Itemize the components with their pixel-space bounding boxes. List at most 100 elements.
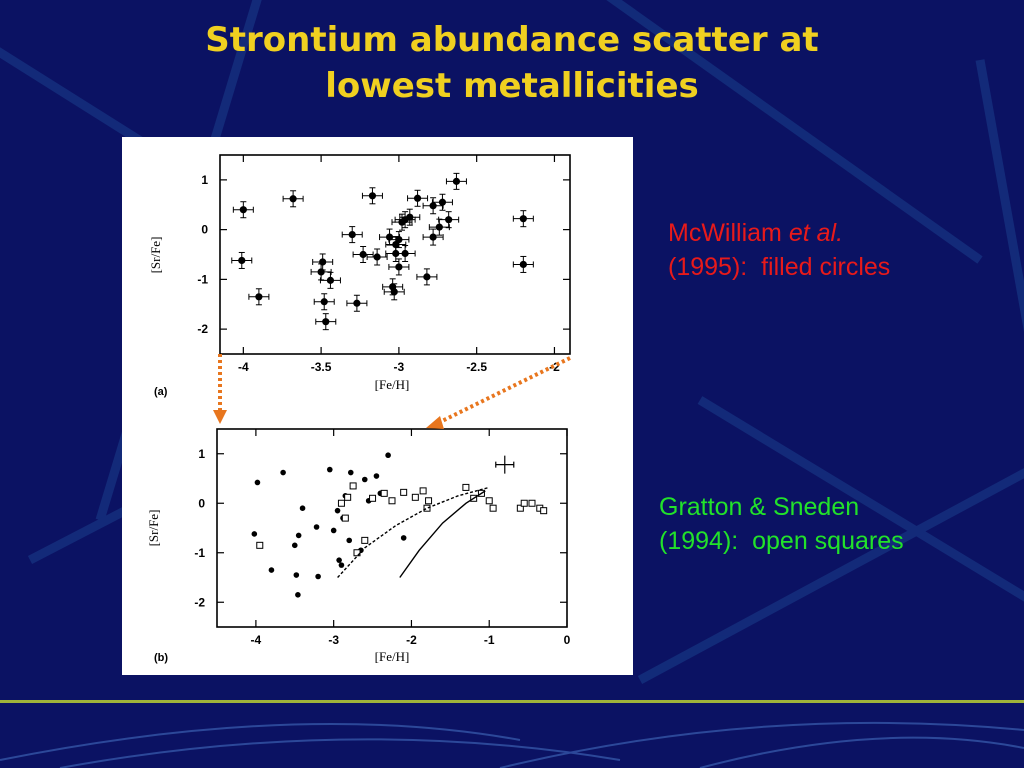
data-point-open-square (489, 504, 497, 512)
x-tick-label: -2 (549, 360, 560, 374)
data-point-filled-circle (255, 293, 263, 301)
y-axis-label: [Sr/Fe] (146, 510, 161, 547)
data-point-filled-circle (438, 198, 447, 206)
plot-frame (216, 428, 568, 628)
slide-title-line-1: Strontium abundance scatter at (205, 20, 819, 60)
bottom-bar (0, 700, 1024, 703)
data-point-open-square (462, 483, 470, 491)
data-point-filled-circle (238, 256, 246, 265)
data-point-filled-circle (254, 479, 261, 486)
data-point-filled-circle (289, 195, 297, 203)
data-point-open-square (341, 514, 349, 522)
data-point-filled-circle (395, 235, 403, 244)
data-point-filled-circle (326, 276, 335, 284)
x-tick-label: -4 (251, 633, 262, 647)
data-point-filled-circle (317, 268, 325, 276)
x-axis-label: [Fe/H] (375, 377, 410, 392)
data-point-filled-circle (320, 298, 328, 306)
bottom-swooshes (0, 721, 1024, 768)
data-point-filled-circle (293, 572, 300, 578)
data-point-filled-circle (319, 258, 327, 266)
y-tick-label: -1 (194, 546, 205, 560)
figure-panel: -4 -3.5 -3 -2.5 -2 1 0 -1 -2 [Sr/Fe] [Fe/H] (a) -4 -3… (122, 137, 633, 675)
data-point-filled-circle (239, 206, 247, 214)
data-point-open-square (388, 497, 396, 505)
data-point-open-square (423, 504, 431, 512)
annotation-mcwilliam-line-2: (1995): filled circles (668, 253, 891, 281)
data-point-open-square (349, 482, 357, 490)
data-point-filled-circle (334, 507, 341, 514)
data-point-filled-circle (401, 249, 409, 258)
chart-panel-b: -4 -3 -2 -1 0 1 0 -1 -2 [Sr/Fe] [Fe/H] (b) (146, 428, 571, 664)
y-tick-label: -2 (197, 322, 208, 336)
data-point-open-square (344, 493, 352, 501)
data-point-filled-circle (385, 452, 391, 459)
x-axis-label: [Fe/H] (375, 649, 410, 664)
data-point-open-square (485, 497, 493, 505)
data-point-filled-circle (330, 527, 337, 534)
data-point-filled-circle (347, 469, 354, 476)
data-point-filled-circle (326, 466, 333, 473)
data-point-filled-circle (353, 299, 361, 307)
data-point-filled-circle (373, 473, 380, 479)
x-tick-label: -3.5 (311, 360, 332, 374)
annotation-mcwilliam-author: McWilliam (668, 219, 789, 247)
data-point-filled-circle (295, 532, 302, 539)
slide-title-line-2: lowest metallicities (325, 66, 699, 106)
x-tick-label: 0 (564, 633, 571, 647)
data-point-filled-circle (406, 213, 414, 221)
data-point-filled-circle (280, 469, 286, 476)
data-point-filled-circle (338, 562, 345, 568)
data-point-open-square (256, 541, 264, 549)
data-point-filled-circle (400, 535, 407, 541)
data-point-filled-circle (361, 476, 368, 483)
annotation-gratton-line-2: (1994): open squares (659, 527, 904, 555)
data-point-open-square (419, 487, 427, 495)
data-point-open-square (425, 497, 433, 505)
figure-svg: -4 -3.5 -3 -2.5 -2 1 0 -1 -2 [Sr/Fe] [Fe/H] (a) -4 -3… (146, 154, 571, 664)
y-tick-label: 1 (201, 173, 208, 187)
data-point-filled-circle (251, 531, 258, 537)
data-point-filled-circle (291, 542, 298, 549)
data-point-filled-circle (390, 288, 398, 296)
annotation-mcwilliam-line-1: McWilliam et al. (668, 216, 890, 250)
data-point-filled-circle (429, 202, 437, 210)
data-point-open-square (353, 549, 361, 557)
data-point-filled-circle (295, 592, 301, 598)
data-point-filled-circle (435, 223, 443, 231)
model-curve-solid (399, 490, 486, 578)
y-axis-label: [Sr/Fe] (148, 237, 163, 274)
data-point-filled-circle (299, 505, 306, 512)
x-tick-label: -2 (406, 633, 417, 647)
data-point-open-square (337, 499, 345, 507)
data-point-filled-circle (368, 192, 377, 200)
data-point-filled-circle (359, 250, 367, 259)
data-point-open-square (520, 499, 528, 507)
y-tick-label: 1 (198, 447, 205, 461)
data-point-filled-circle (373, 253, 381, 261)
chart-panel-a: -4 -3.5 -3 -2.5 -2 1 0 -1 -2 [Sr/Fe] [Fe/H] (a) (148, 154, 571, 398)
data-point-filled-circle (346, 537, 353, 544)
data-point-filled-circle (322, 318, 330, 326)
annotation-gratton: Gratton & Sneden (1994): open squares (659, 490, 904, 558)
data-point-filled-circle (313, 524, 320, 530)
data-point-open-square (516, 504, 524, 512)
data-point-open-square (400, 488, 408, 496)
y-tick-label: 0 (201, 223, 208, 237)
y-tick-label: -2 (194, 595, 205, 609)
data-point-filled-circle (429, 233, 437, 241)
data-point-filled-circle (315, 573, 321, 580)
x-tick-label: -4 (238, 360, 249, 374)
data-point-open-square (540, 507, 548, 515)
annotation-mcwilliam: McWilliam et al. (1995): filled circles (668, 216, 890, 284)
model-curve-dashed (337, 486, 490, 578)
x-tick-label: -3 (394, 360, 405, 374)
x-tick-label: -3 (328, 633, 339, 647)
data-point-filled-circle (385, 233, 394, 241)
annotation-gratton-line-1: Gratton & Sneden (659, 493, 860, 521)
data-point-open-square (361, 536, 369, 544)
y-tick-label: 0 (198, 496, 205, 510)
data-point-filled-circle (423, 273, 431, 281)
panel-label: (a) (154, 386, 168, 398)
data-point-filled-circle (336, 557, 342, 563)
